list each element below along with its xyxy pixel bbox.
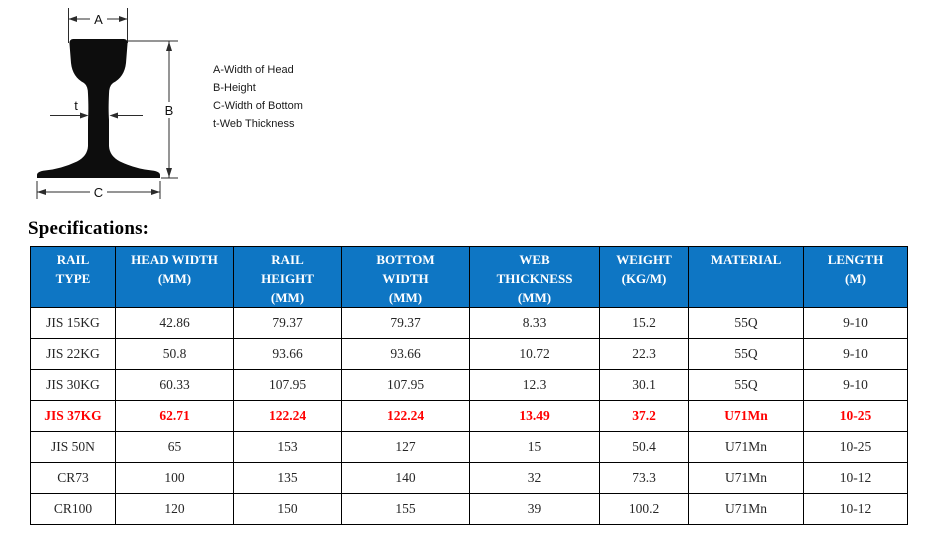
table-cell: 50.8 xyxy=(115,338,234,370)
header-head-width: HEAD WIDTH (MM) xyxy=(115,246,234,308)
rail-profile-shape xyxy=(37,39,160,178)
table-cell: 55Q xyxy=(688,369,804,401)
dimension-c-label: C xyxy=(94,185,103,200)
table-cell: 22.3 xyxy=(599,338,689,370)
table-cell: 9-10 xyxy=(803,307,908,339)
table-row: JIS 30KG 60.33 107.95 107.95 12.3 30.1 55Q 9-10 xyxy=(30,369,908,401)
table-cell: 10-25 xyxy=(803,431,908,463)
table-cell: 79.37 xyxy=(341,307,470,339)
table-cell: U71Mn xyxy=(688,431,804,463)
diagram-legend: A-Width of Head B-Height C-Width of Bott… xyxy=(213,61,303,133)
header-bottom-width: BOTTOM WIDTH (MM) xyxy=(341,246,470,308)
table-cell: 9-10 xyxy=(803,369,908,401)
table-cell: U71Mn xyxy=(688,400,804,432)
table-cell: JIS 50N xyxy=(30,431,116,463)
header-web-thickness: WEB THICKNESS (MM) xyxy=(469,246,600,308)
table-cell: 122.24 xyxy=(341,400,470,432)
table-cell: 39 xyxy=(469,493,600,525)
table-cell: 73.3 xyxy=(599,462,689,494)
dimension-t xyxy=(50,112,143,119)
dimension-a-label: A xyxy=(94,12,103,27)
table-cell: 12.3 xyxy=(469,369,600,401)
table-cell: 93.66 xyxy=(233,338,342,370)
table-cell: 100 xyxy=(115,462,234,494)
table-cell: 150 xyxy=(233,493,342,525)
dimension-b-label: B xyxy=(165,103,174,118)
table-cell: 120 xyxy=(115,493,234,525)
table-cell: CR73 xyxy=(30,462,116,494)
table-cell: 55Q xyxy=(688,307,804,339)
table-cell: 60.33 xyxy=(115,369,234,401)
table-cell: 13.49 xyxy=(469,400,600,432)
table-cell: 42.86 xyxy=(115,307,234,339)
rail-cross-section-diagram: A B C t xyxy=(36,8,178,200)
table-cell: 10-25 xyxy=(803,400,908,432)
table-cell: U71Mn xyxy=(688,462,804,494)
table-row: JIS 15KG 42.86 79.37 79.37 8.33 15.2 55Q 9-10 xyxy=(30,307,908,339)
legend-item-web-thickness: t-Web Thickness xyxy=(213,118,295,130)
table-cell: 10-12 xyxy=(803,462,908,494)
table-cell: 55Q xyxy=(688,338,804,370)
header-weight: WEIGHT (KG/M) xyxy=(599,246,689,308)
table-row: JIS 50N 65 153 127 15 50.4 U71Mn 10-25 xyxy=(30,431,908,463)
table-cell: 107.95 xyxy=(341,369,470,401)
legend-item-bottom-width: C-Width of Bottom xyxy=(213,100,303,112)
specifications-table: RAIL TYPE HEAD WIDTH (MM) RAIL HEIGHT (M… xyxy=(30,246,908,525)
table-cell: 135 xyxy=(233,462,342,494)
table-cell: 50.4 xyxy=(599,431,689,463)
table-row: JIS 22KG 50.8 93.66 93.66 10.72 22.3 55Q 9-10 xyxy=(30,338,908,370)
table-row: CR73 100 135 140 32 73.3 U71Mn 10-12 xyxy=(30,462,908,494)
table-cell: 127 xyxy=(341,431,470,463)
table-cell: 140 xyxy=(341,462,470,494)
table-cell: 8.33 xyxy=(469,307,600,339)
header-rail-height: RAIL HEIGHT (MM) xyxy=(233,246,342,308)
table-cell: JIS 37KG xyxy=(30,400,116,432)
table-cell: JIS 22KG xyxy=(30,338,116,370)
legend-item-head-width: A-Width of Head xyxy=(213,64,294,76)
table-cell: 93.66 xyxy=(341,338,470,370)
table-row: JIS 37KG 62.71 122.24 122.24 13.49 37.2 U71Mn 1… xyxy=(30,400,908,432)
table-cell: CR100 xyxy=(30,493,116,525)
table-cell: 15 xyxy=(469,431,600,463)
table-cell: 62.71 xyxy=(115,400,234,432)
section-title: Specifications: xyxy=(28,218,150,239)
table-cell: 10.72 xyxy=(469,338,600,370)
legend-item-height: B-Height xyxy=(213,82,256,94)
table-cell: 37.2 xyxy=(599,400,689,432)
table-cell: 15.2 xyxy=(599,307,689,339)
table-cell: 122.24 xyxy=(233,400,342,432)
header-material: MATERIAL xyxy=(688,246,804,308)
table-cell: 10-12 xyxy=(803,493,908,525)
table-cell: 153 xyxy=(233,431,342,463)
table-row: CR100 120 150 155 39 100.2 U71Mn 10-12 xyxy=(30,493,908,525)
table-cell: 65 xyxy=(115,431,234,463)
header-length: LENGTH (M) xyxy=(803,246,908,308)
table-cell: 100.2 xyxy=(599,493,689,525)
table-cell: 9-10 xyxy=(803,338,908,370)
table-cell: JIS 15KG xyxy=(30,307,116,339)
dimension-t-label: t xyxy=(74,98,78,113)
table-cell: 30.1 xyxy=(599,369,689,401)
table-header-row: RAIL TYPE HEAD WIDTH (MM) RAIL HEIGHT (M… xyxy=(30,246,908,308)
table-cell: U71Mn xyxy=(688,493,804,525)
header-rail-type: RAIL TYPE xyxy=(30,246,116,308)
table-cell: 155 xyxy=(341,493,470,525)
table-cell: 107.95 xyxy=(233,369,342,401)
table-cell: 32 xyxy=(469,462,600,494)
table-cell: 79.37 xyxy=(233,307,342,339)
table-cell: JIS 30KG xyxy=(30,369,116,401)
